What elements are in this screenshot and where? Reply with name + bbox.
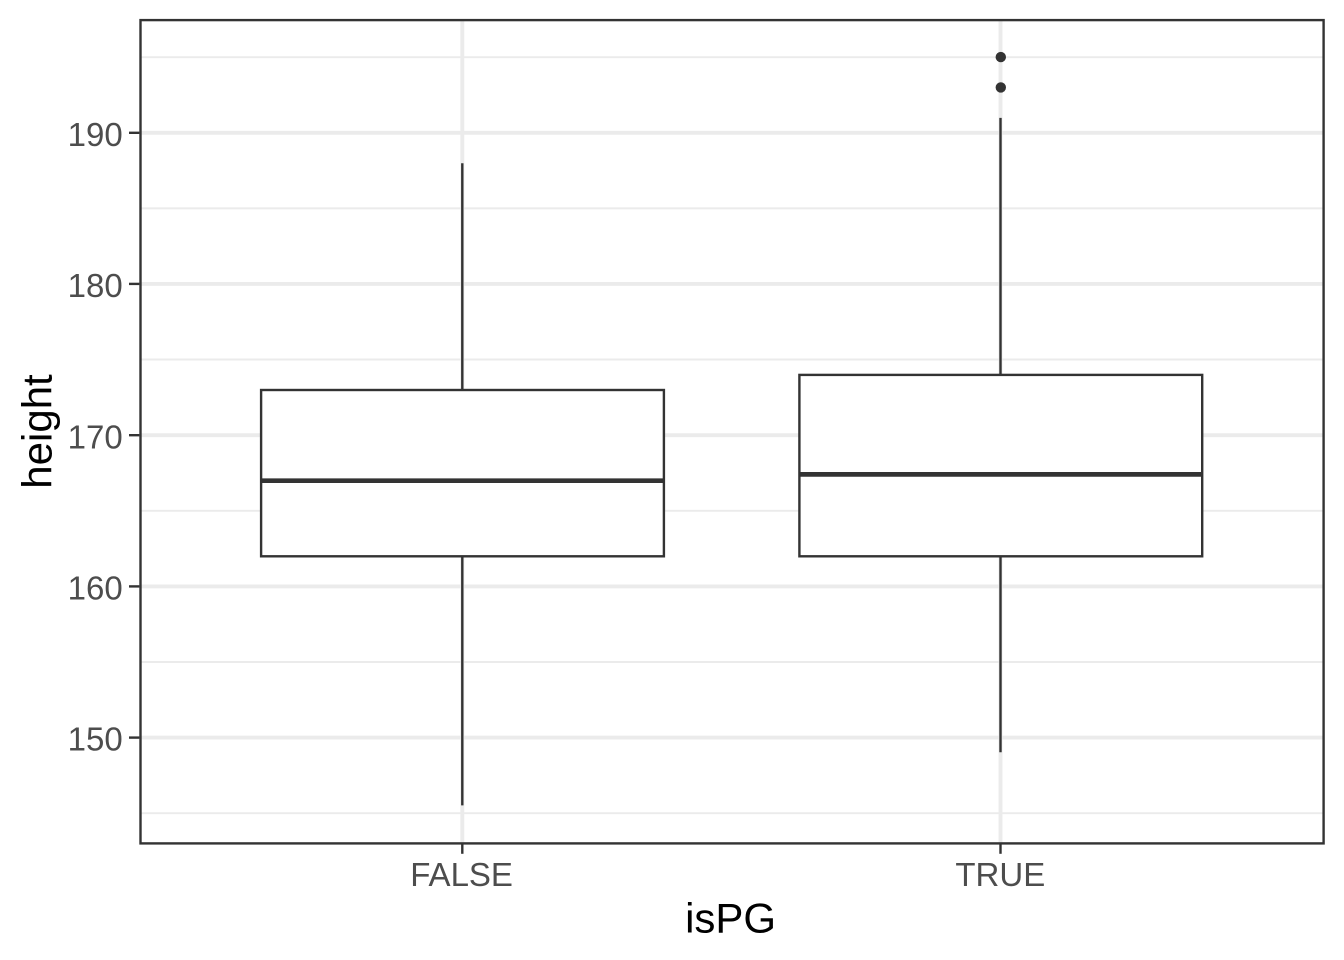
svg-text:160: 160 bbox=[68, 570, 123, 607]
svg-text:180: 180 bbox=[68, 267, 123, 304]
svg-text:TRUE: TRUE bbox=[955, 856, 1045, 893]
svg-text:150: 150 bbox=[68, 721, 123, 758]
svg-text:170: 170 bbox=[68, 418, 123, 455]
svg-text:190: 190 bbox=[68, 116, 123, 153]
svg-text:height: height bbox=[13, 374, 60, 489]
svg-text:isPG: isPG bbox=[685, 895, 776, 942]
svg-text:FALSE: FALSE bbox=[410, 856, 513, 893]
